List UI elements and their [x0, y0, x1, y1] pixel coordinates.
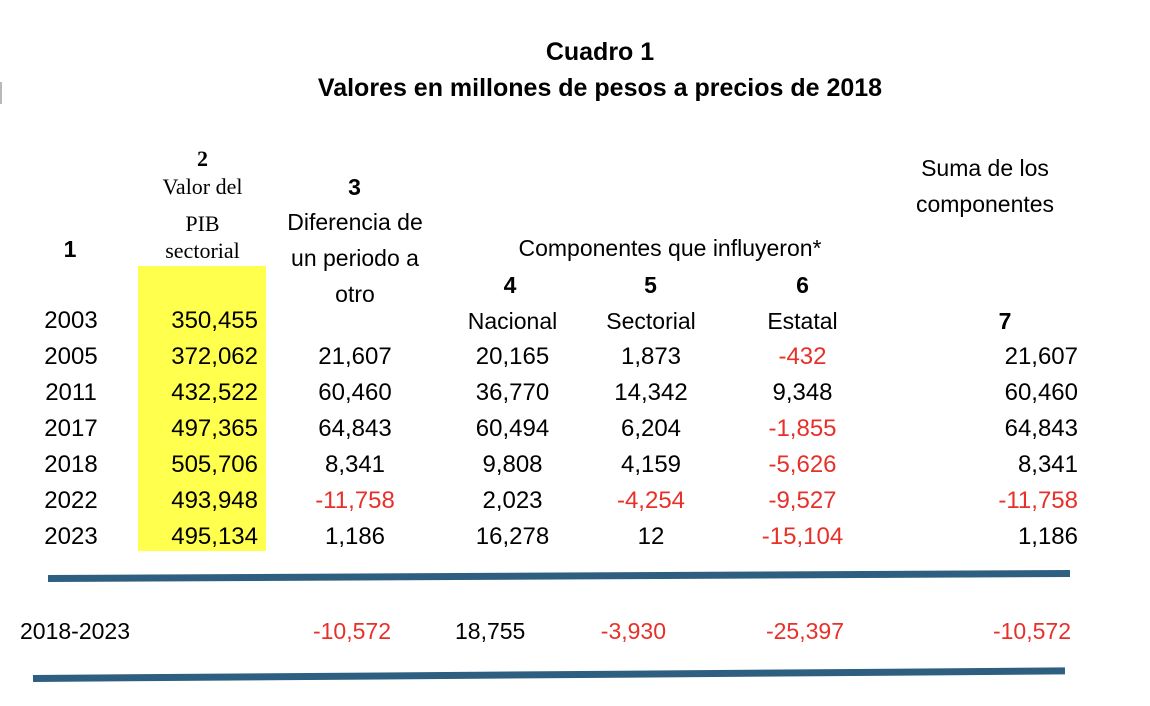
cell-year: 2022: [44, 487, 98, 514]
cell-estatal: -9,527: [768, 487, 837, 514]
col3-number: 3: [348, 174, 361, 200]
table-subtitle: Valores en millones de pesos a precios d…: [317, 74, 883, 102]
summary-suma: -10,572: [992, 618, 1071, 644]
col6-number: 6: [796, 272, 809, 298]
divider-rule-bottom: [32, 667, 1065, 682]
cell-pib: 493,948: [171, 487, 258, 514]
cell-diff: -11,758: [315, 487, 395, 514]
cell-nacional: [455, 303, 570, 339]
cell-suma: 64,843: [1004, 415, 1078, 442]
cell-diff: 60,460: [318, 379, 392, 406]
cell-suma: 1,186: [1017, 523, 1078, 550]
cell-sectorial: 1,873: [620, 343, 682, 370]
col7-label-line1: Suma de los: [921, 155, 1049, 181]
cell-suma: -11,758: [998, 487, 1078, 514]
cell-year: 2023: [44, 523, 98, 550]
cell-nacional: 20,165: [475, 343, 550, 370]
cell-suma: 21,607: [1004, 343, 1078, 370]
cell-pib: 497,365: [171, 415, 258, 442]
cell-year: 2011: [45, 379, 97, 406]
summary-nacional: 18,755: [455, 618, 526, 644]
col7-label-line2: componentes: [915, 191, 1055, 217]
summary-period: 2018-2023: [20, 618, 130, 644]
cell-estatal: -1,855: [768, 415, 837, 442]
cell-suma: 8,341: [1017, 451, 1078, 478]
col2-label-line2: PIB: [185, 211, 220, 236]
cell-nacional: 60,494: [475, 415, 550, 442]
cell-sectorial: 6,204: [620, 415, 682, 442]
cell-year: 2003: [44, 307, 98, 334]
cell-estatal: [745, 303, 860, 339]
col2-number: 2: [197, 146, 208, 171]
cell-sectorial: [595, 303, 707, 339]
cell-pib: 495,134: [171, 523, 258, 550]
cell-nacional: 9,808: [482, 451, 543, 478]
cell-pib: 350,455: [171, 307, 258, 334]
cell-year: 2017: [44, 415, 98, 442]
col5-number: 5: [644, 272, 657, 298]
cell-diff: 64,843: [318, 415, 392, 442]
summary-sectorial: -3,930: [600, 618, 666, 644]
cell-pib: 505,706: [171, 451, 258, 478]
col5-label: Sectorial: [606, 308, 696, 334]
cell-year: 2018: [44, 451, 98, 478]
cell-diff: 8,341: [324, 451, 386, 478]
cell-pib: 432,522: [171, 379, 258, 406]
col6-label: Estatal: [767, 308, 838, 334]
window-edge-mark: [0, 82, 2, 104]
cell-estatal: -15,104: [761, 523, 844, 550]
cell-estatal: 9,348: [772, 379, 833, 406]
divider-rule-top: [47, 570, 1071, 582]
cell-suma: [940, 303, 1078, 339]
col3-label-line1: Diferencia de: [287, 209, 423, 235]
pib-column-highlight: [138, 266, 266, 551]
col2-label-line3: sectorial: [165, 238, 240, 263]
col3-label-line2: un periodo a: [291, 245, 419, 271]
cell-suma: 60,460: [1004, 379, 1078, 406]
cell-pib: 372,062: [171, 343, 258, 370]
cell-sectorial: -4,254: [616, 487, 686, 514]
summary-estatal: -25,397: [765, 618, 844, 644]
cell-nacional: 2,023: [482, 487, 543, 514]
cell-diff: 21,607: [318, 343, 392, 370]
col4-label: Nacional: [467, 308, 558, 334]
col7-number: 7: [998, 308, 1012, 334]
cell-estatal: -5,626: [768, 451, 837, 478]
col2-label-line1: Valor del: [162, 174, 243, 199]
table-title: Cuadro 1: [545, 38, 655, 66]
cell-diff: 1,186: [324, 523, 386, 550]
cell-year: 2005: [44, 343, 98, 370]
col3-label-line3: otro: [335, 281, 375, 307]
col1-number: 1: [63, 236, 77, 262]
cell-nacional: 16,278: [475, 523, 550, 550]
summary-diff: -10,572: [312, 618, 391, 644]
cell-sectorial: 4,159: [620, 451, 682, 478]
cell-estatal: -432: [778, 343, 827, 370]
col4-number: 4: [503, 272, 517, 298]
cell-diff: [270, 303, 440, 339]
cell-nacional: 36,770: [475, 379, 550, 406]
components-group-header: Componentes que influyeron*: [518, 235, 822, 261]
cell-sectorial: 14,342: [614, 379, 688, 406]
cell-sectorial: 12: [637, 523, 665, 550]
